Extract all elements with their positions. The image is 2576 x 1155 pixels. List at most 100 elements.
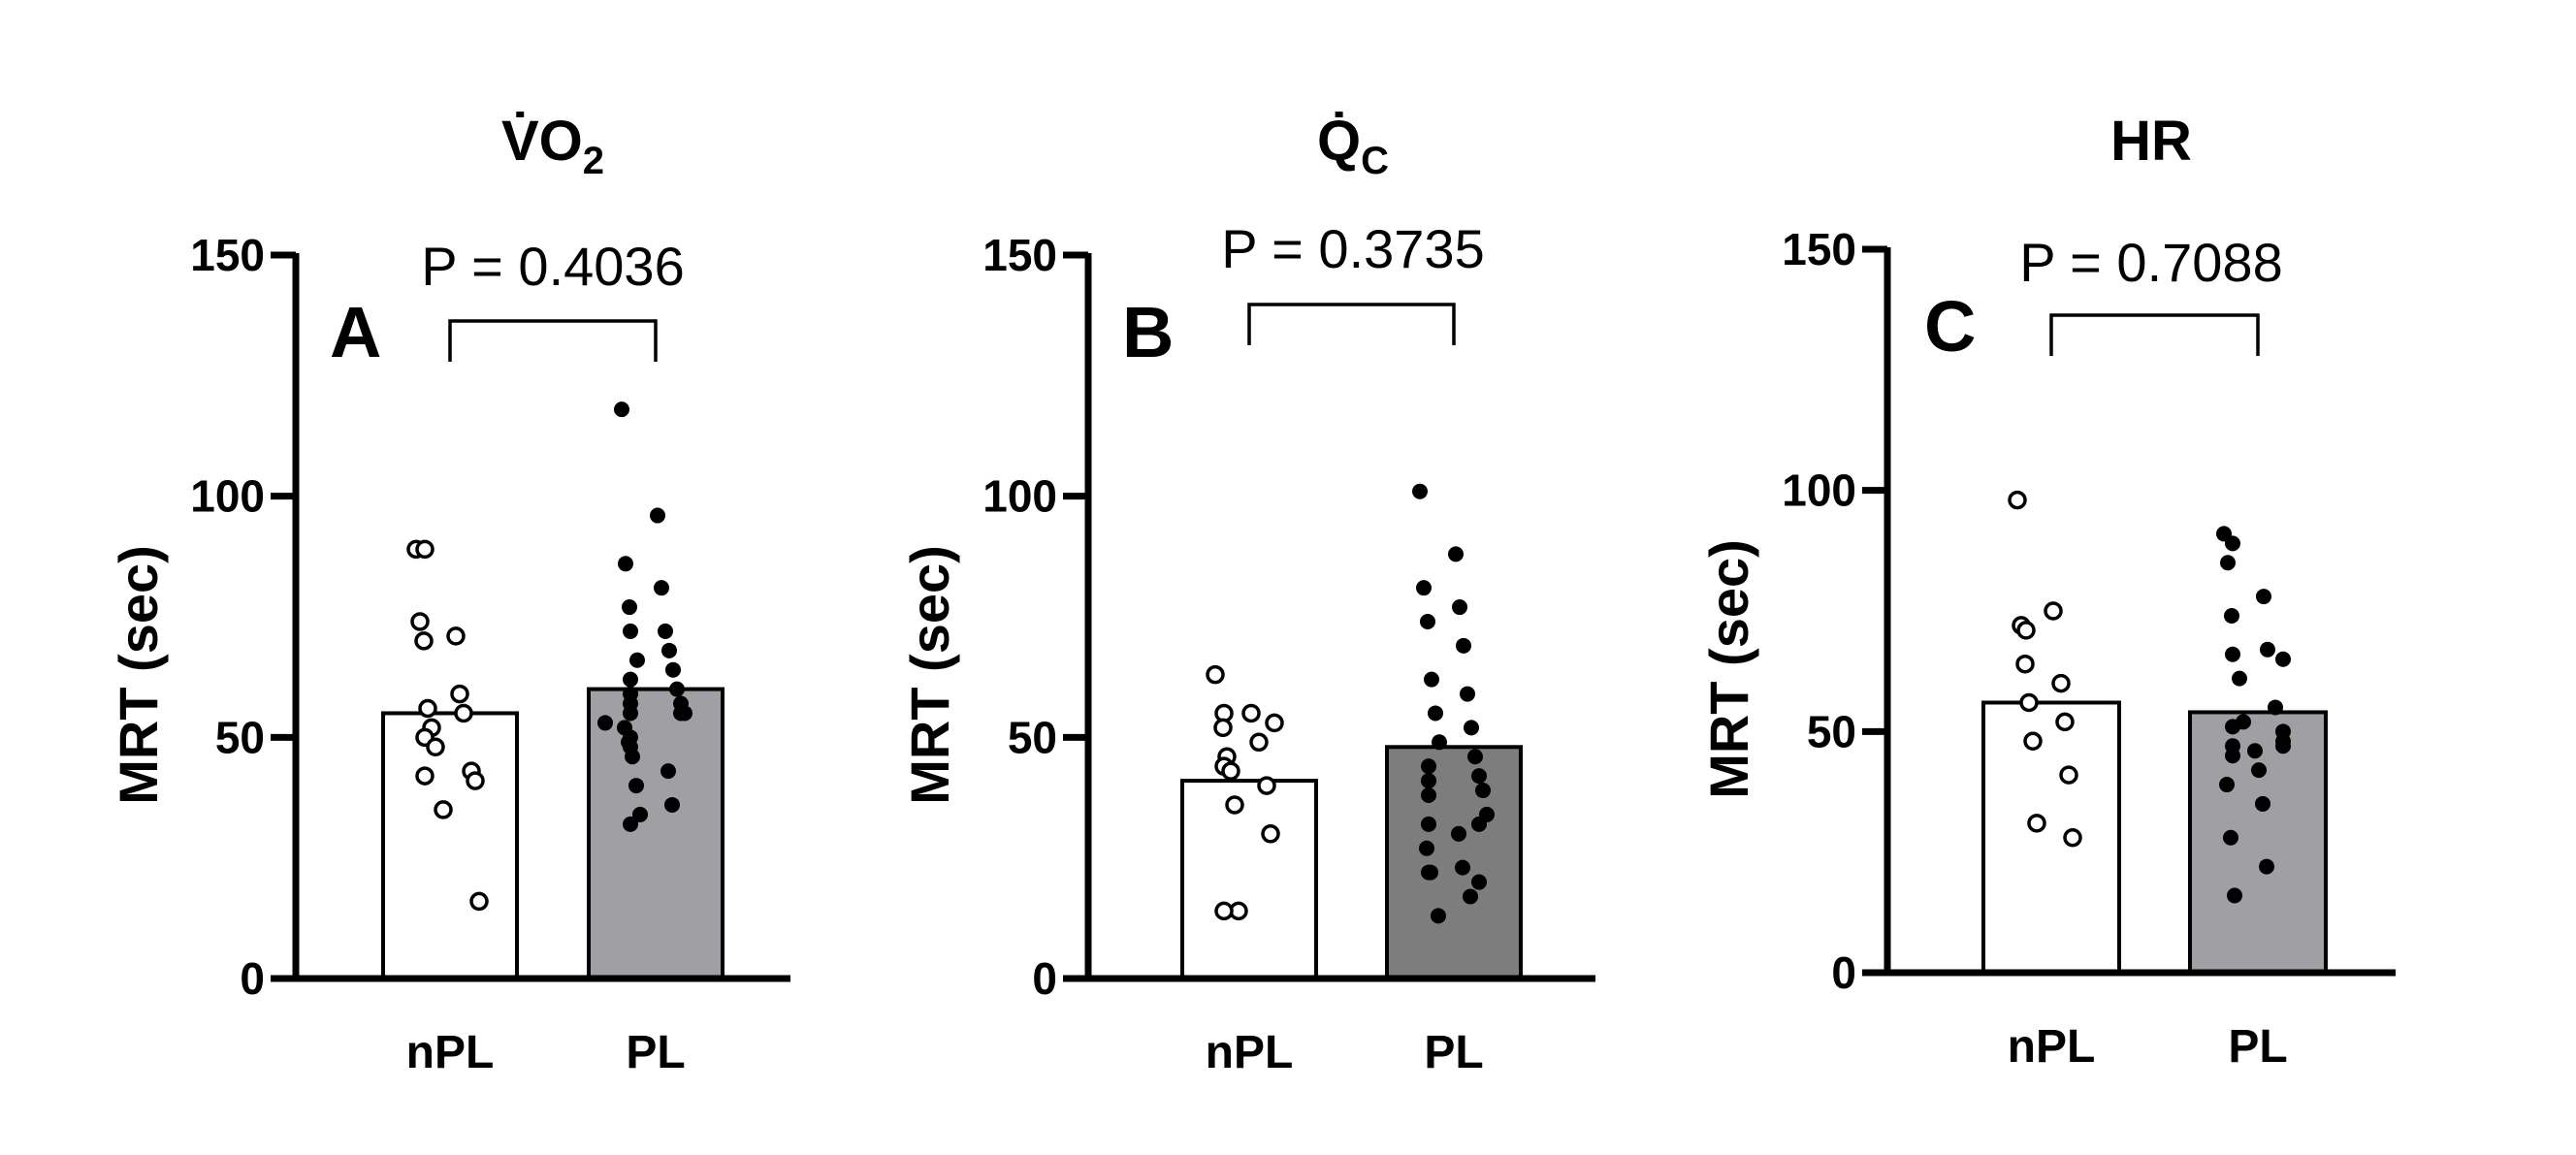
data-point-pl (658, 623, 673, 639)
data-point-pl (660, 763, 676, 780)
panel-title-subscript: C (1361, 140, 1389, 182)
data-point-pl (2268, 699, 2283, 716)
significance-bracket (448, 319, 658, 362)
data-point-pl (1420, 613, 1435, 629)
y-tick-label: 50 (215, 712, 265, 762)
data-point-pl (1419, 840, 1434, 856)
data-point-pl (629, 652, 645, 668)
data-point-pl (2260, 641, 2275, 658)
data-point-pl (661, 642, 677, 658)
x-tick-label-pl: PL (1424, 1027, 1483, 1078)
data-point-pl (665, 661, 681, 678)
data-point-npl (454, 703, 473, 723)
data-point-pl (1428, 705, 1443, 722)
bar-npl (1180, 779, 1318, 980)
data-point-pl (1464, 720, 1479, 736)
data-point-pl (1421, 773, 1436, 789)
y-tick-label: 150 (1782, 224, 1856, 274)
data-point-pl (625, 749, 640, 765)
data-point-npl (2015, 654, 2035, 674)
data-point-npl (1214, 901, 1234, 921)
panel-title-main: HR (2110, 110, 2192, 173)
data-point-pl (623, 671, 638, 688)
p-value-label: P = 0.4036 (421, 236, 684, 297)
data-point-pl (654, 580, 669, 596)
panel-title-main: Q̇ (1317, 110, 1361, 173)
data-point-npl (1249, 732, 1269, 753)
bar-npl (1981, 700, 2121, 975)
y-tick-label: 150 (190, 230, 265, 280)
data-point-pl (2224, 607, 2239, 624)
p-value-label: P = 0.7088 (2019, 232, 2282, 293)
y-axis-label: MRT (sec) (1698, 539, 1759, 799)
data-point-npl (418, 698, 437, 719)
y-tick-label: 50 (1807, 706, 1856, 756)
data-point-npl (2023, 731, 2043, 752)
data-point-pl (2225, 535, 2240, 552)
data-point-pl (1448, 546, 1464, 562)
y-tick-label: 50 (1008, 712, 1057, 762)
data-point-pl (2223, 829, 2238, 846)
data-point-pl (1471, 816, 1487, 832)
data-point-pl (2219, 777, 2235, 793)
data-point-pl (2255, 795, 2270, 812)
data-point-npl (1261, 824, 1280, 844)
bar-pl (1385, 745, 1523, 981)
data-point-npl (450, 684, 469, 704)
data-point-pl (2225, 719, 2240, 735)
data-point-pl (2225, 646, 2240, 662)
data-point-npl (466, 771, 485, 790)
data-point-pl (2232, 670, 2247, 687)
y-tick-label: 0 (1032, 953, 1057, 1004)
data-point-npl (2016, 621, 2036, 640)
data-point-pl (1416, 580, 1432, 596)
data-point-pl (632, 806, 648, 822)
data-point-npl (434, 800, 453, 819)
bar-npl (381, 711, 519, 980)
panel-title: V̇O2 (501, 110, 604, 182)
x-tick-label-npl: nPL (2008, 1021, 2096, 1073)
data-point-pl (1421, 758, 1436, 775)
data-point-pl (2251, 762, 2267, 779)
data-point-pl (597, 715, 613, 731)
data-point-npl (1257, 776, 1276, 795)
data-point-pl (1424, 671, 1439, 688)
panel-title: Q̇C (1317, 110, 1389, 182)
data-point-npl (410, 612, 430, 631)
panel-letter: C (1924, 286, 1976, 367)
x-tick-label-npl: nPL (1206, 1027, 1294, 1078)
data-point-pl (673, 705, 689, 722)
data-point-pl (628, 778, 644, 794)
data-point-pl (1475, 783, 1491, 799)
x-tick-label-pl: PL (2228, 1021, 2287, 1073)
data-point-npl (446, 626, 466, 646)
data-point-npl (2055, 712, 2075, 732)
data-point-pl (1412, 483, 1428, 499)
data-point-pl (1456, 637, 1471, 654)
data-point-pl (2220, 555, 2236, 571)
data-point-npl (1225, 795, 1244, 815)
data-point-pl (614, 401, 629, 418)
data-point-npl (2059, 765, 2078, 785)
data-point-pl (1452, 599, 1467, 616)
data-point-npl (1265, 713, 1284, 733)
y-tick-label: 150 (982, 230, 1057, 280)
panel-letter: B (1122, 292, 1174, 372)
data-point-pl (1431, 908, 1446, 924)
data-point-pl (623, 705, 638, 722)
data-point-npl (2008, 490, 2027, 510)
data-point-pl (669, 681, 685, 697)
data-point-npl (2063, 827, 2082, 848)
y-tick-label: 100 (1782, 465, 1856, 516)
y-tick-label: 100 (190, 471, 265, 522)
panel-letter: A (330, 292, 381, 372)
data-point-pl (1432, 734, 1447, 751)
data-point-pl (623, 623, 638, 639)
data-point-npl (414, 631, 434, 651)
data-point-npl (415, 539, 435, 560)
data-point-pl (1421, 816, 1436, 832)
y-tick-label: 100 (982, 471, 1057, 522)
data-point-pl (2259, 858, 2274, 875)
panel-b: Q̇C B MRT (sec) 0 50 100 150 nPL PL P = 0.3735 (899, 110, 1595, 1078)
panel-title-main: V̇O (501, 110, 583, 173)
